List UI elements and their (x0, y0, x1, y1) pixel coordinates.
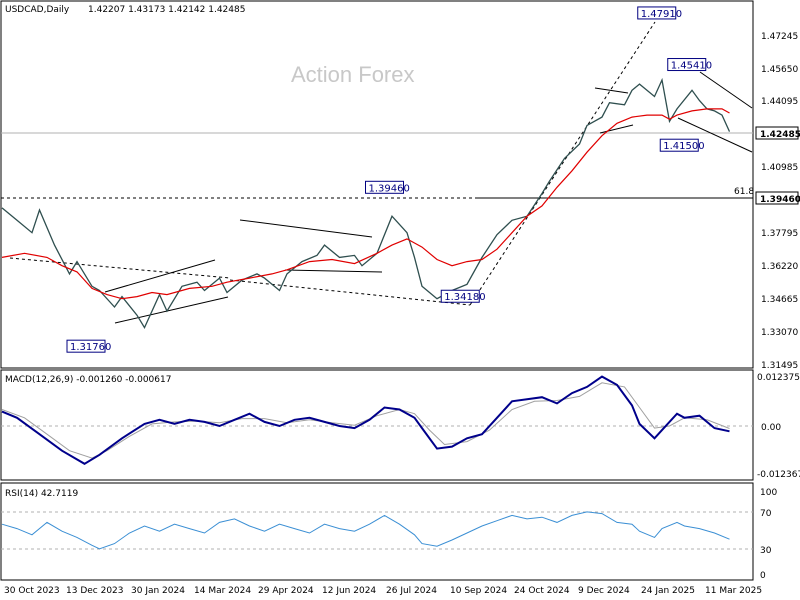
price-label-box (440, 289, 480, 303)
price-tick: 1.34665 (761, 295, 798, 305)
time-tick: 9 Dec 2024 (578, 586, 630, 596)
current-price-box (755, 126, 799, 140)
price-label-box (637, 6, 677, 20)
time-tick: 30 Jan 2024 (131, 586, 185, 596)
time-tick: 26 Jul 2024 (386, 586, 437, 596)
macd-tick: 0.00 (761, 423, 781, 433)
rsi-tick: 100 (760, 488, 777, 498)
flag-line (599, 124, 634, 134)
price-label: 1.39460 (369, 183, 410, 194)
price-label-box (667, 58, 707, 72)
watermark: Action Forex (291, 62, 415, 87)
price-label: 1.31760 (70, 342, 111, 353)
rsi-tick: 30 (760, 546, 772, 556)
price-tick: 1.47245 (761, 32, 798, 42)
trendlines (9, 21, 753, 324)
moving-average-line (1, 108, 730, 300)
price-label-box (659, 138, 699, 152)
time-tick: 10 Sep 2024 (450, 586, 507, 596)
macd-title: MACD(12,26,9) -0.001260 -0.000617 (5, 375, 171, 385)
price-tick: 1.40985 (761, 163, 798, 173)
rsi-panel (0, 482, 754, 581)
trendline (229, 279, 471, 306)
fib-price-value: 1.39460 (760, 195, 800, 205)
time-tick: 24 Oct 2024 (514, 586, 570, 596)
channel-line (677, 117, 753, 153)
fib-label: 61.8 (734, 187, 754, 197)
rsi-title: RSI(14) 42.7119 (5, 489, 78, 499)
price-label-box (365, 180, 404, 194)
price-tick: 1.44095 (761, 97, 798, 107)
channel-line (114, 296, 229, 324)
macd-tick: 0.012375 (757, 373, 800, 383)
rsi-tick: 0 (760, 571, 766, 581)
time-tick: 12 Jun 2024 (322, 586, 376, 596)
fib-price-box (755, 191, 799, 205)
time-tick: 13 Dec 2023 (66, 586, 124, 596)
price-tick: 1.37795 (761, 229, 798, 239)
time-tick: 24 Jan 2025 (641, 586, 695, 596)
chart-ohlc: 1.42207 1.43173 1.42142 1.42485 (88, 5, 245, 15)
time-tick: 14 Mar 2024 (194, 586, 251, 596)
macd-tick: -0.012367 (757, 470, 800, 480)
price-label-box (66, 339, 106, 353)
price-tick: 1.45650 (761, 65, 798, 75)
price-label: 1.45410 (671, 61, 712, 72)
current-price-value: 1.42485 (760, 130, 800, 140)
macd-line (1, 375, 730, 465)
trendline (9, 257, 231, 279)
triangle-line (284, 269, 383, 273)
price-label: 1.34180 (444, 292, 485, 303)
price-tick: 1.33070 (761, 328, 798, 338)
channel-line (699, 71, 753, 109)
time-tick: 30 Oct 2023 (4, 586, 60, 596)
time-axis: 30 Oct 2023 13 Dec 2023 30 Jan 2024 14 M… (4, 586, 762, 596)
macd-signal-line (1, 382, 730, 459)
chart-symbol: USDCAD,Daily (5, 5, 70, 15)
time-tick: 11 Mar 2025 (705, 586, 762, 596)
channel-line (104, 259, 216, 293)
price-label: 1.41500 (663, 141, 704, 152)
price-tick: 1.31495 (761, 361, 798, 371)
trendline (469, 21, 656, 306)
rsi-tick: 70 (760, 509, 772, 519)
flag-line (594, 87, 629, 94)
price-axis: 1.47245 1.45650 1.44095 1.40985 1.37795 … (761, 32, 798, 371)
time-tick: 29 Apr 2024 (258, 586, 314, 596)
rsi-line (1, 511, 730, 550)
macd-panel (0, 369, 754, 481)
price-label: 1.47910 (641, 9, 682, 20)
price-tick: 1.36220 (761, 262, 798, 272)
price-labels: 1.47910 1.45410 1.41500 1.39460 1.34180 1.317… (66, 6, 712, 353)
triangle-line (239, 219, 373, 238)
